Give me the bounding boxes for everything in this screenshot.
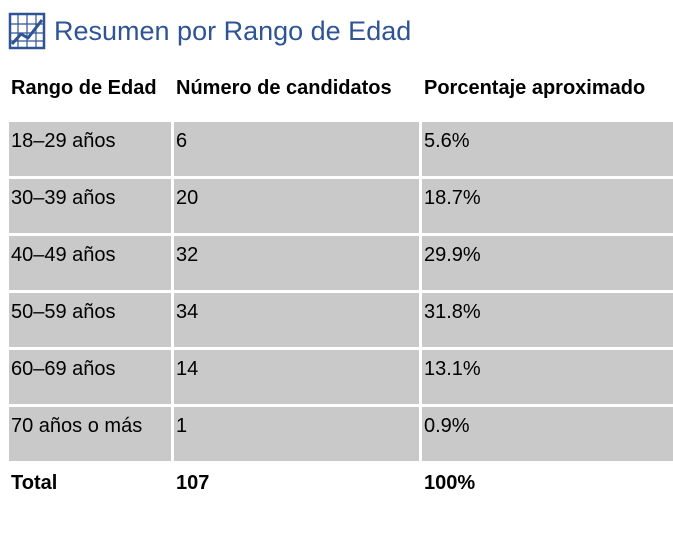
table-total-row: Total 107 100%: [9, 464, 673, 518]
section-heading: Resumen por Rango de Edad: [8, 12, 411, 50]
table-row: 70 años o más 1 0.9%: [9, 407, 673, 461]
cell-age-range: 30–39 años: [9, 179, 171, 233]
table-row: 18–29 años 6 5.6%: [9, 122, 673, 176]
cell-age-range: 60–69 años: [9, 350, 171, 404]
cell-age-range: 50–59 años: [9, 293, 171, 347]
cell-percentage: 13.1%: [422, 350, 673, 404]
cell-candidates: 6: [174, 122, 419, 176]
cell-candidates: 1: [174, 407, 419, 461]
cell-percentage: 0.9%: [422, 407, 673, 461]
cell-age-range: 70 años o más: [9, 407, 171, 461]
cell-percentage: 29.9%: [422, 236, 673, 290]
column-header-age-range: Rango de Edad: [9, 65, 171, 119]
total-candidates: 107: [174, 464, 419, 518]
cell-age-range: 40–49 años: [9, 236, 171, 290]
cell-percentage: 5.6%: [422, 122, 673, 176]
column-header-percentage: Porcentaje aproximado: [422, 65, 673, 119]
table-row: 30–39 años 20 18.7%: [9, 179, 673, 233]
cell-candidates: 14: [174, 350, 419, 404]
cell-percentage: 18.7%: [422, 179, 673, 233]
page-title: Resumen por Rango de Edad: [54, 15, 412, 46]
table-row: 60–69 años 14 13.1%: [9, 350, 673, 404]
table-header-row: Rango de Edad Número de candidatos Porce…: [9, 65, 673, 119]
table-row: 50–59 años 34 31.8%: [9, 293, 673, 347]
cell-candidates: 34: [174, 293, 419, 347]
line-chart-icon: [8, 12, 46, 50]
cell-percentage: 31.8%: [422, 293, 673, 347]
column-header-candidates: Número de candidatos: [174, 65, 419, 119]
cell-age-range: 18–29 años: [9, 122, 171, 176]
age-range-table: Rango de Edad Número de candidatos Porce…: [6, 62, 673, 521]
total-label: Total: [9, 464, 171, 518]
cell-candidates: 32: [174, 236, 419, 290]
table-row: 40–49 años 32 29.9%: [9, 236, 673, 290]
cell-candidates: 20: [174, 179, 419, 233]
total-percentage: 100%: [422, 464, 673, 518]
